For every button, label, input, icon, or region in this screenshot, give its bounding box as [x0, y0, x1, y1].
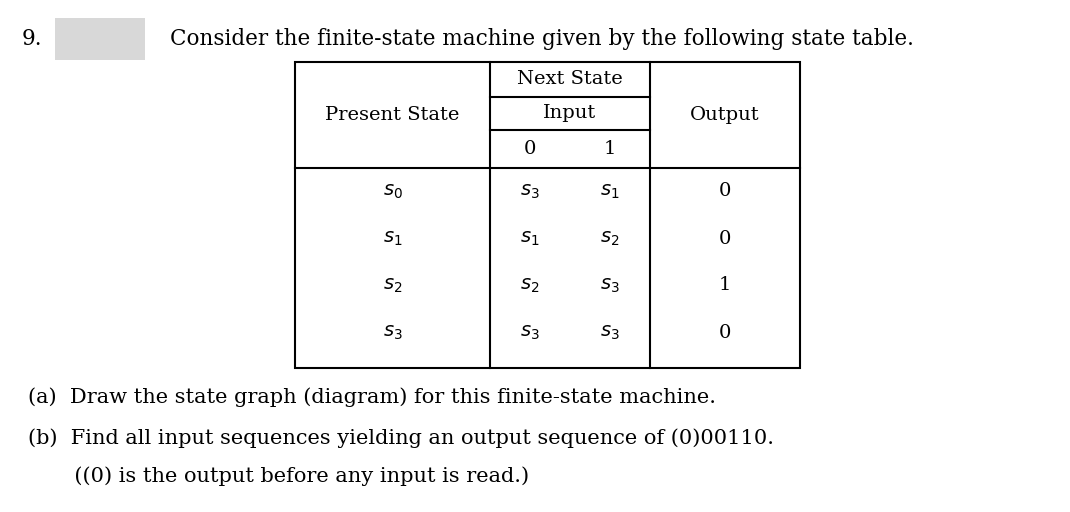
Text: 1: 1: [603, 140, 616, 158]
Text: $s_3$: $s_3$: [600, 324, 620, 342]
Text: $s_1$: $s_1$: [520, 229, 539, 248]
Text: 9.: 9.: [22, 28, 43, 50]
Bar: [55, 18, 146, 60]
Text: Output: Output: [690, 106, 760, 124]
Text: $s_3$: $s_3$: [520, 182, 540, 201]
Text: Consider the finite-state machine given by the following state table.: Consider the finite-state machine given …: [170, 28, 914, 50]
Text: $s_1$: $s_1$: [383, 229, 402, 248]
Text: $s_3$: $s_3$: [520, 324, 540, 342]
Text: $s_2$: $s_2$: [520, 276, 539, 294]
Text: $s_3$: $s_3$: [600, 276, 620, 294]
Text: 0: 0: [524, 140, 536, 158]
Text: (a)  Draw the state graph (diagram) for this finite-state machine.: (a) Draw the state graph (diagram) for t…: [28, 387, 716, 407]
Text: $s_0$: $s_0$: [383, 182, 402, 201]
Text: Next State: Next State: [517, 71, 623, 89]
Text: Input: Input: [544, 104, 597, 122]
Text: 1: 1: [719, 276, 731, 294]
Text: (b)  Find all input sequences yielding an output sequence of (0)00110.: (b) Find all input sequences yielding an…: [28, 428, 774, 447]
Text: $s_2$: $s_2$: [600, 229, 620, 248]
Bar: [295, 62, 800, 368]
Text: ((0) is the output before any input is read.): ((0) is the output before any input is r…: [28, 466, 530, 486]
Text: 0: 0: [719, 229, 731, 247]
Text: $s_2$: $s_2$: [383, 276, 402, 294]
Text: 0: 0: [719, 182, 731, 201]
Text: $s_1$: $s_1$: [600, 182, 620, 201]
Text: $s_3$: $s_3$: [383, 324, 402, 342]
Text: Present State: Present State: [325, 106, 460, 124]
Text: 0: 0: [719, 324, 731, 342]
